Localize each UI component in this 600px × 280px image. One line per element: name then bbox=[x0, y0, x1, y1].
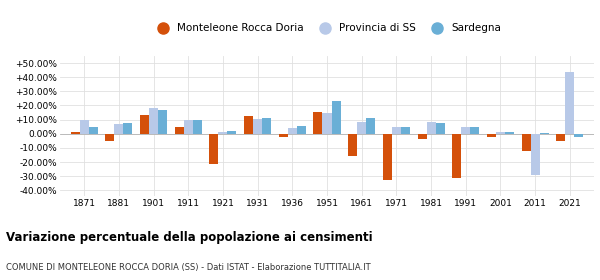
Bar bbox=[218, 132, 227, 134]
Bar bbox=[496, 132, 505, 134]
Bar bbox=[427, 122, 436, 134]
Bar bbox=[452, 134, 461, 178]
Text: COMUNE DI MONTELEONE ROCCA DORIA (SS) - Dati ISTAT - Elaborazione TUTTITALIA.IT: COMUNE DI MONTELEONE ROCCA DORIA (SS) - … bbox=[6, 263, 371, 272]
Bar bbox=[262, 118, 271, 134]
Bar bbox=[401, 127, 410, 134]
Bar bbox=[521, 134, 530, 151]
Legend: Monteleone Rocca Doria, Provincia di SS, Sardegna: Monteleone Rocca Doria, Provincia di SS,… bbox=[148, 19, 506, 38]
Bar bbox=[244, 116, 253, 134]
Bar bbox=[80, 120, 89, 134]
Bar bbox=[505, 132, 514, 134]
Bar bbox=[487, 134, 496, 137]
Bar bbox=[149, 108, 158, 134]
Text: Variazione percentuale della popolazione ai censimenti: Variazione percentuale della popolazione… bbox=[6, 231, 373, 244]
Bar bbox=[461, 127, 470, 134]
Bar bbox=[313, 112, 322, 134]
Bar bbox=[115, 124, 124, 134]
Bar bbox=[392, 127, 401, 134]
Bar bbox=[332, 101, 341, 134]
Bar bbox=[470, 127, 479, 134]
Bar bbox=[322, 113, 332, 134]
Bar bbox=[348, 134, 357, 156]
Bar bbox=[565, 72, 574, 134]
Bar bbox=[279, 134, 288, 137]
Bar bbox=[297, 126, 306, 134]
Bar bbox=[253, 119, 262, 134]
Bar bbox=[357, 122, 366, 134]
Bar bbox=[106, 134, 115, 141]
Bar bbox=[71, 132, 80, 134]
Bar bbox=[574, 134, 583, 137]
Bar bbox=[530, 134, 539, 175]
Bar bbox=[193, 120, 202, 134]
Bar bbox=[418, 134, 427, 139]
Bar bbox=[366, 118, 375, 134]
Bar bbox=[209, 134, 218, 164]
Bar bbox=[140, 115, 149, 134]
Bar bbox=[184, 120, 193, 134]
Bar bbox=[158, 110, 167, 134]
Bar bbox=[124, 123, 133, 134]
Bar bbox=[227, 131, 236, 134]
Bar bbox=[539, 133, 548, 134]
Bar bbox=[89, 127, 98, 134]
Bar bbox=[556, 134, 565, 141]
Bar bbox=[288, 128, 297, 134]
Bar bbox=[175, 127, 184, 134]
Bar bbox=[383, 134, 392, 180]
Bar bbox=[436, 123, 445, 134]
